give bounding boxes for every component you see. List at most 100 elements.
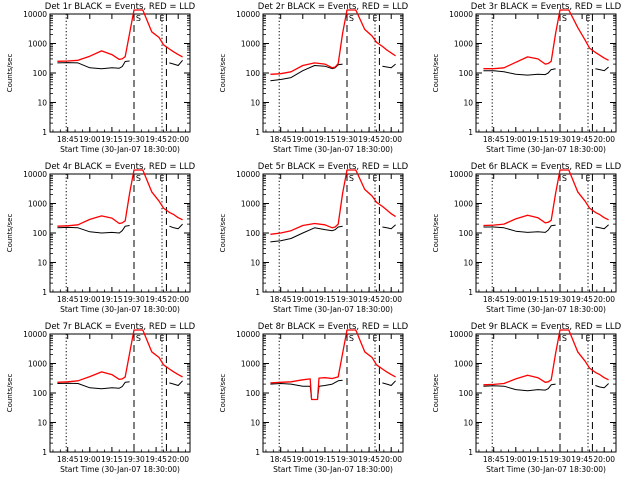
y-axis-label: Counts/sec [6,374,14,413]
y-tick-label: 100 [459,69,474,78]
x-tick-label: 18:45 [270,295,292,304]
end-marker: E [372,334,377,343]
x-tick-label: 19:30 [549,455,571,464]
x-tick-label: 18:45 [57,455,79,464]
x-tick-label: 19:45 [145,455,167,464]
y-tick-label: 1000 [454,40,473,49]
start-marker: S [562,14,567,23]
y-tick-label: 10000 [236,330,260,339]
x-tick-label: 18:45 [483,295,505,304]
detector-panel: Det 1r BLACK = Events, RED = LLD 1 10 100 10… [6,2,196,154]
x-tick-label: 20:00 [380,295,402,304]
lld-series-line [57,9,183,62]
y-axis-label: Counts/sec [432,374,440,413]
y-tick-label: 10 [250,259,260,268]
y-tick-label: 10000 [449,330,473,339]
x-tick-label: 19:15 [101,135,123,144]
y-tick-label: 100 [459,389,474,398]
lld-series-line [270,329,396,401]
detector-panel: Det 4r BLACK = Events, RED = LLD 1 10 100 10… [6,162,196,314]
x-tick-label: 19:30 [549,295,571,304]
x-tick-label: 19:15 [314,455,336,464]
x-tick-label: 19:00 [505,135,527,144]
lld-series-line [270,169,396,235]
y-tick-label: 10 [463,259,473,268]
lld-series-line [57,169,183,227]
y-tick-label: 10000 [23,330,47,339]
plot-frame [475,333,617,453]
y-tick-label: 100 [246,229,261,238]
y-tick-label: 1000 [28,360,47,369]
lld-series-line [483,329,609,386]
start-marker: S [349,14,354,23]
x-tick-label: 19:30 [336,135,358,144]
end-marker: E [159,14,164,23]
y-tick-label: 1000 [241,40,260,49]
x-tick-label: 19:00 [505,455,527,464]
detector-panel: Det 5r BLACK = Events, RED = LLD 1 10 100 10… [219,162,409,314]
x-tick-label: 18:45 [270,455,292,464]
x-axis-label: Start Time (30-Jan-07 18:30:00) [273,465,393,474]
start-marker: S [136,14,141,23]
y-tick-label: 1 [468,128,473,137]
start-marker: S [349,334,354,343]
x-tick-label: 19:00 [79,135,101,144]
y-tick-label: 1 [42,448,47,457]
detector-panel: Det 6r BLACK = Events, RED = LLD 1 10 100 10… [432,162,622,314]
end-marker: E [585,334,590,343]
lld-series-line [57,329,183,383]
y-tick-label: 10 [37,99,47,108]
x-tick-label: 20:00 [167,135,189,144]
x-tick-label: 19:00 [79,455,101,464]
plot-frame [475,13,617,133]
y-axis-label: Counts/sec [219,374,227,413]
end-marker: E [159,174,164,183]
x-tick-label: 19:00 [79,295,101,304]
x-tick-label: 19:30 [336,455,358,464]
x-tick-label: 19:45 [358,135,380,144]
panel-title: Det 1r BLACK = Events, RED = LLD [45,2,196,12]
x-tick-label: 19:15 [314,295,336,304]
events-series-line [57,380,183,390]
y-tick-label: 1000 [241,360,260,369]
panel-title: Det 5r BLACK = Events, RED = LLD [258,162,409,172]
y-tick-label: 10000 [23,170,47,179]
start-marker: S [136,174,141,183]
detector-panel: Det 2r BLACK = Events, RED = LLD 1 10 100 10… [219,2,409,154]
y-tick-label: 1000 [241,200,260,209]
end-marker: E [585,14,590,23]
start-marker: S [562,334,567,343]
x-tick-label: 19:45 [571,135,593,144]
x-tick-label: 20:00 [167,295,189,304]
x-tick-label: 19:45 [571,455,593,464]
y-tick-label: 100 [33,69,48,78]
x-tick-label: 19:15 [101,455,123,464]
x-tick-label: 19:00 [292,455,314,464]
x-tick-label: 19:15 [527,455,549,464]
y-axis-label: Counts/sec [432,214,440,253]
x-tick-label: 19:15 [101,295,123,304]
x-tick-label: 18:45 [270,135,292,144]
plot-frame [475,173,617,293]
events-series-line [483,66,609,76]
x-tick-label: 19:45 [145,135,167,144]
y-tick-label: 1000 [28,200,47,209]
y-axis-label: Counts/sec [432,54,440,93]
y-axis-label: Counts/sec [219,214,227,253]
x-tick-label: 19:30 [123,295,145,304]
y-tick-label: 100 [246,389,261,398]
plot-frame [262,173,404,293]
x-tick-label: 19:15 [314,135,336,144]
y-axis-label: Counts/sec [6,214,14,253]
x-axis-label: Start Time (30-Jan-07 18:30:00) [486,145,606,154]
x-tick-label: 19:00 [292,295,314,304]
y-tick-label: 1 [42,288,47,297]
y-tick-label: 10000 [23,10,47,19]
y-tick-label: 10 [37,419,47,428]
x-tick-label: 20:00 [380,135,402,144]
x-tick-label: 19:00 [292,135,314,144]
x-tick-label: 20:00 [593,135,615,144]
end-marker: E [372,174,377,183]
x-tick-label: 19:30 [336,295,358,304]
x-tick-label: 20:00 [380,455,402,464]
